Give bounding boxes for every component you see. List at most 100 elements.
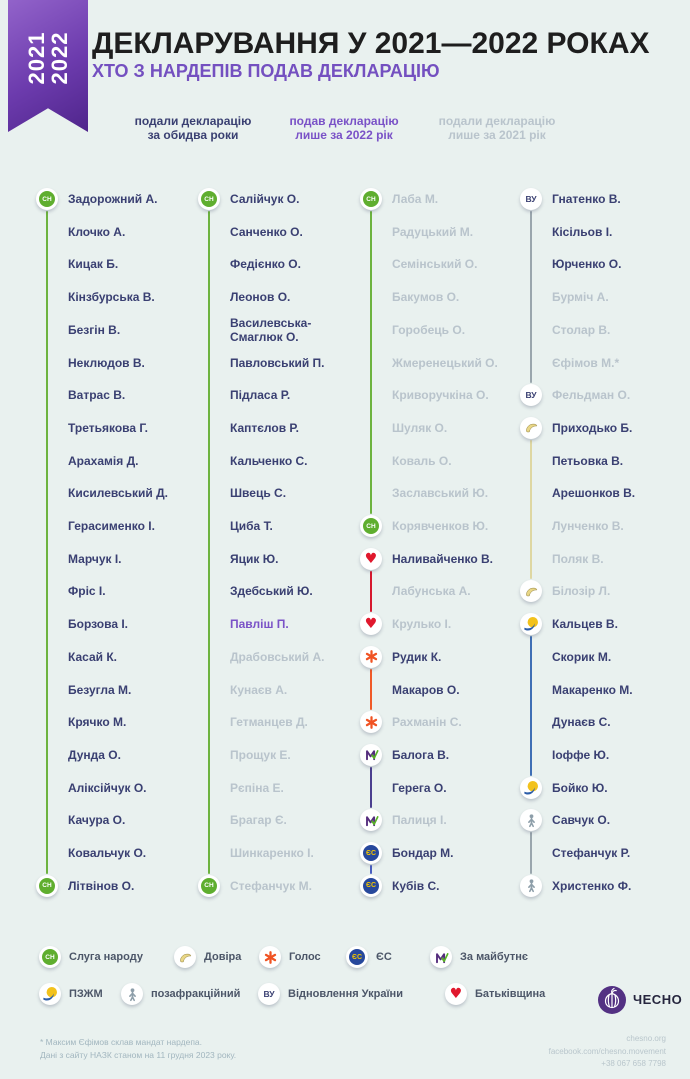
legend-label-maibutne: За майбутнє (460, 951, 528, 963)
faction-line-holos (370, 668, 372, 711)
page-title: ДЕКЛАРУВАННЯ У 2021—2022 РОКАХ (92, 27, 650, 60)
footnote-line-1: * Максим Єфімов склав мандат нардепа. (40, 1037, 203, 1047)
chesno-garlic-logo (597, 985, 627, 1020)
deputy-name: Христенко Ф. (552, 878, 632, 893)
legend-label-sn: Слуга народу (69, 951, 143, 963)
deputy-name: Приходько Б. (552, 420, 633, 435)
deputy-name: Рудик К. (392, 649, 442, 664)
deputy-name: Бакумов О. (392, 290, 460, 305)
deputy-name: Василевська- Смаглюк О. (230, 315, 312, 344)
deputy-name: Федієнко О. (230, 257, 301, 272)
sn-icon: СН (360, 515, 382, 537)
deputy-name: Дунда О. (68, 747, 121, 762)
deputy-name: Швець С. (230, 486, 287, 501)
deputy-name: Лаба М. (392, 192, 439, 206)
faction-line-sn (370, 211, 372, 514)
deputy-name: Єфімов М.* (552, 355, 620, 370)
deputy-name: Задорожний А. (68, 192, 158, 206)
sn-icon: СН (198, 188, 220, 210)
deputy-name: Скорик М. (552, 649, 612, 664)
deputy-name: Корявченков Ю. (392, 519, 489, 533)
deputy-name: Павловський П. (230, 355, 325, 370)
faction-line-sn (46, 211, 48, 874)
deputy-name: Лунченко В. (552, 519, 624, 533)
es-icon: ЄС (360, 842, 382, 864)
es-icon: ЄС (360, 874, 382, 897)
deputy-name: Макаренко М. (552, 682, 633, 697)
pzhm-icon (520, 776, 542, 799)
contact-phone: +38 067 658 7798 (601, 1059, 666, 1068)
deputy-name: Літвінов О. (68, 878, 135, 893)
deputy-name: Фріс І. (68, 584, 106, 599)
faction-line-vu (530, 211, 532, 384)
deputy-name: Леонов О. (230, 290, 291, 305)
deputy-name: Радуцький М. (392, 224, 474, 239)
deputy-name: Палиця І. (392, 813, 447, 828)
sn-icon: СН (360, 188, 382, 210)
faction-line-pzhm (530, 636, 532, 776)
deputy-name: Качура О. (68, 813, 126, 828)
deputy-name: Гетманцев Д. (230, 715, 308, 730)
deputy-name: Рєпіна Е. (230, 780, 284, 795)
deputy-name: Неклюдов В. (68, 355, 145, 370)
deputy-name: Павліш П. (230, 617, 289, 632)
deputy-name: Бойко Ю. (552, 780, 608, 795)
deputy-name: Борзова І. (68, 617, 129, 632)
deputy-name: Гнатенко В. (552, 192, 621, 206)
deputy-name: Білозір Л. (552, 584, 611, 599)
category-header-only-2021: подали декларацію лише за 2021 рік (438, 114, 556, 142)
deputy-name: Драбовський А. (230, 649, 325, 664)
deputy-name: Наливайченко В. (392, 551, 494, 566)
deputy-name: Стефанчук Р. (552, 846, 631, 860)
faction-line-dovira (530, 439, 532, 580)
deputy-name: Герега О. (392, 780, 447, 795)
legend-label-batkivshchyna: Батьківщина (475, 988, 546, 1000)
deputy-name: Петьовка В. (552, 453, 624, 468)
deputy-name: Рахманін С. (392, 715, 462, 730)
vu-icon: ВУ (520, 384, 542, 407)
deputy-name: Марчук І. (68, 551, 122, 566)
holos-icon (360, 711, 382, 734)
holos-icon (360, 645, 382, 668)
deputy-name: Брагар Є. (230, 813, 287, 828)
footnote-line-2: Дані з сайту НАЗК станом на 11 грудня 20… (40, 1050, 237, 1060)
deputy-name: Салійчук О. (230, 192, 300, 206)
deputy-name: Коваль О. (392, 453, 452, 468)
deputy-name: Кицак Б. (68, 257, 119, 272)
deputy-name: Арахамія Д. (68, 453, 139, 468)
vu-icon: ВУ (258, 983, 280, 1005)
deputy-name: Столар В. (552, 322, 611, 337)
year-ribbon: 2021 2022 (8, 0, 88, 132)
maibutne-icon (430, 946, 452, 968)
deputy-name: Герасименко І. (68, 519, 155, 533)
holos-icon (259, 946, 281, 968)
category-header-only-2022: подав декларацію лише за 2022 рік (289, 114, 399, 142)
deputy-name: Семінський О. (392, 257, 478, 272)
deputy-name: Криворучкіна О. (392, 388, 489, 403)
legend-label-dovira: Довіра (204, 951, 242, 963)
pzhm-icon (39, 983, 61, 1005)
deputy-name: Безугла М. (68, 682, 132, 697)
deputy-name: Кінзбурська В. (68, 290, 155, 305)
pzhm-icon (520, 613, 542, 636)
deputy-name: Горобець О. (392, 322, 466, 337)
nonfaction-icon (520, 809, 542, 832)
deputy-name: Циба Т. (230, 519, 273, 533)
deputy-name: Здебський Ю. (230, 584, 313, 599)
sn-icon: СН (36, 874, 58, 897)
deputy-name: Третьякова Г. (68, 420, 149, 435)
batkivshchyna-icon: ♥ (445, 983, 467, 1005)
nonfaction-icon (121, 983, 143, 1005)
deputy-name: Крулько І. (392, 617, 452, 632)
deputy-name: Кисилевський Д. (68, 486, 168, 501)
deputy-name: Фельдман О. (552, 388, 631, 403)
contact-website: chesno.org (626, 1034, 666, 1043)
deputy-name: Крячко М. (68, 715, 127, 730)
legend-label-pzhm: ПЗЖМ (69, 988, 103, 1000)
deputy-name: Підласа Р. (230, 388, 291, 403)
deputy-name: Жмеренецький О. (392, 355, 498, 370)
deputy-name: Каптєлов Р. (230, 420, 299, 435)
maibutne-icon (360, 743, 382, 766)
deputy-name: Стефанчук М. (230, 878, 312, 893)
deputy-name: Кальцев В. (552, 617, 618, 632)
